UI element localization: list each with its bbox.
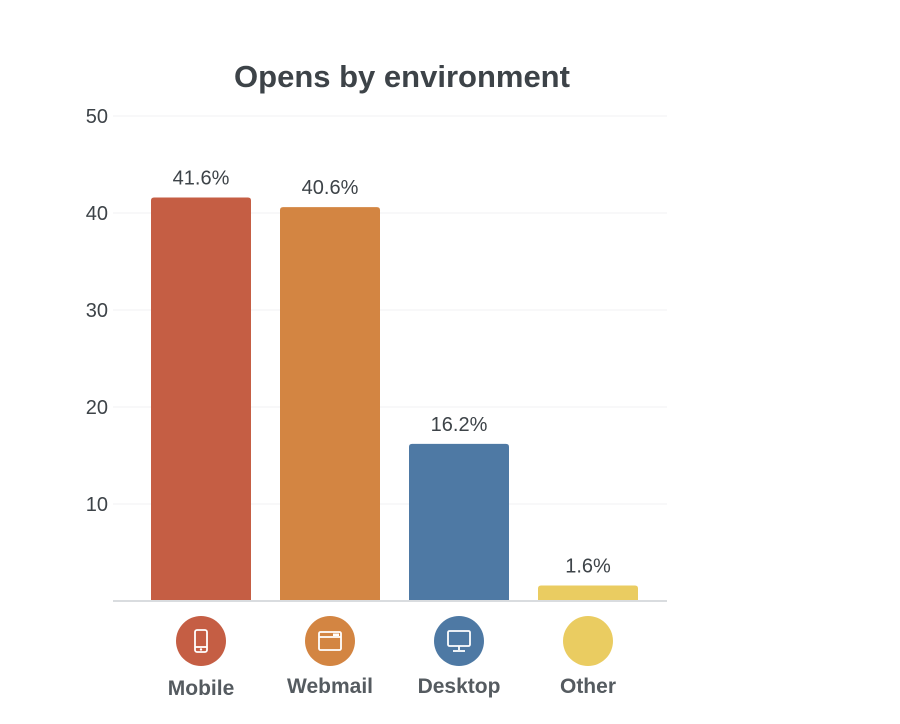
data-label: 1.6% [565,555,611,577]
webmail-browser-icon [305,616,355,666]
data-label: 16.2% [431,414,488,436]
data-label: 40.6% [302,177,359,199]
y-axis-ticks: 10 20 30 40 50 [86,106,108,516]
bar [538,585,638,601]
category-icons [176,616,613,666]
category-label: Desktop [418,675,501,698]
desktop-monitor-icon [434,616,484,666]
mobile-phone-icon [176,616,226,666]
category-label: Other [560,675,616,698]
category-dot-icon [563,616,613,666]
y-tick-label: 40 [86,203,108,225]
data-label: 41.6% [173,167,230,189]
bars [151,197,638,602]
chart-title: Opens by environment [234,59,570,94]
y-tick-label: 20 [86,397,108,419]
y-tick-label: 10 [86,494,108,516]
category-label: Webmail [287,675,373,698]
data-labels: 41.6% 40.6% 16.2% 1.6% [173,167,611,577]
y-tick-label: 50 [86,106,108,128]
bar [409,443,509,601]
bar [280,207,380,601]
category-labels: Mobile Webmail Desktop Other [168,675,616,700]
bar [151,197,251,602]
category-label: Mobile [168,677,235,700]
y-tick-label: 30 [86,300,108,322]
